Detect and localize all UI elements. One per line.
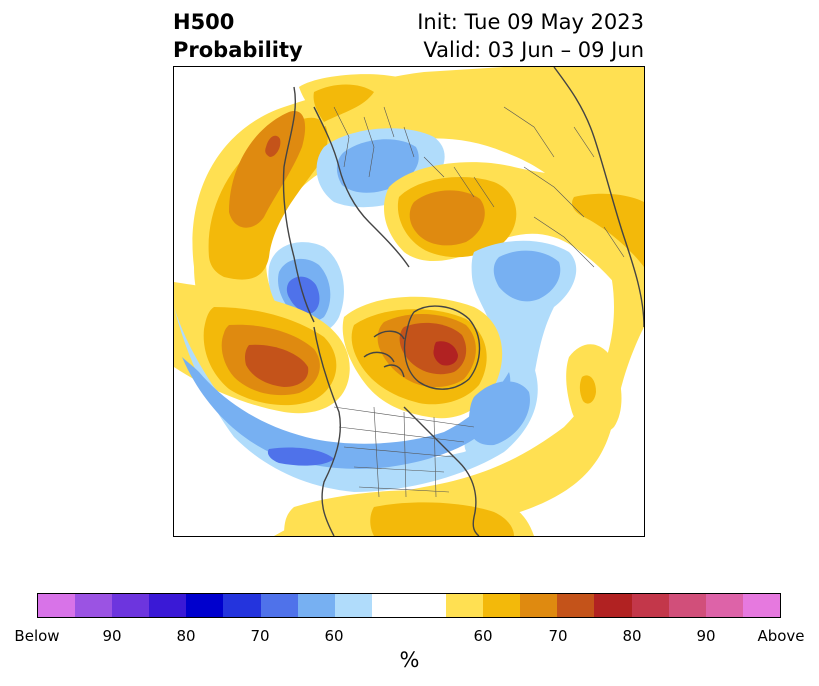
colorbar-tick-label: 60	[473, 627, 493, 645]
coastline-north-america-east	[403, 406, 480, 536]
colorbar-swatch	[557, 594, 595, 617]
colorbar-tick-labels: Below 90 80 70 60 60 70 80 90 Above	[0, 627, 819, 647]
colorbar-swatch	[297, 594, 335, 617]
colorbar-unit-label: %	[399, 648, 420, 672]
above-ring-outer	[192, 67, 644, 536]
colorbar-swatch	[75, 594, 113, 617]
coastlines	[282, 67, 644, 536]
border-lines-north-america	[333, 406, 475, 498]
below-south-band	[174, 307, 538, 492]
coastline-eurasia-west	[282, 86, 315, 323]
above-65-asia	[409, 190, 485, 246]
above-60-east	[579, 375, 596, 404]
below-60-north	[336, 139, 419, 193]
political-borders	[333, 106, 625, 498]
colorbar-swatch	[149, 594, 187, 617]
colorbar-swatch	[38, 594, 76, 617]
colorbar-tick-label: 80	[622, 627, 642, 645]
coastline-scandinavia	[313, 106, 410, 268]
map-canvas	[174, 67, 644, 536]
colorbar-swatch	[520, 594, 558, 617]
coastline-east-asia	[553, 67, 644, 328]
below-60-east	[468, 381, 530, 446]
colorbar-tick-label: Below	[14, 627, 60, 645]
colorbar-swatch	[705, 594, 743, 617]
colorbar	[37, 593, 781, 618]
colorbar-tick-label: 70	[548, 627, 568, 645]
below-60-asia	[493, 250, 561, 302]
above-55-ring	[192, 67, 644, 536]
init-date-label: Init: Tue 09 May 2023	[417, 10, 644, 34]
coastline-north-america-west	[313, 326, 341, 536]
colorbar-swatch	[112, 594, 150, 617]
colorbar-swatch	[223, 594, 261, 617]
colorbar-tick-label: 70	[250, 627, 270, 645]
colorbar-tick-label: Above	[757, 627, 805, 645]
colorbar-swatch	[594, 594, 632, 617]
colorbar-swatch	[446, 594, 484, 617]
above-75-arctic	[433, 341, 458, 366]
below-60-south	[182, 357, 511, 469]
colorbar-tick-label: 80	[176, 627, 196, 645]
chart-title-right: Init: Tue 09 May 2023 Valid: 03 Jun – 09…	[417, 8, 644, 64]
colorbar-swatch	[631, 594, 669, 617]
above-pacific-cluster	[174, 282, 350, 414]
probability-map	[173, 66, 645, 537]
colorbar-swatch	[371, 594, 409, 617]
product-label: Probability	[173, 38, 303, 62]
colorbar-swatch	[186, 594, 224, 617]
border-lines-asia	[503, 106, 625, 268]
colorbar-tick-label: 90	[102, 627, 122, 645]
colorbar-swatch	[334, 594, 372, 617]
colorbar-swatch	[408, 594, 447, 617]
border-lines-europe	[333, 106, 495, 208]
above-asia-cluster	[384, 162, 644, 327]
above-60-bottom	[370, 502, 514, 536]
above-top-band-core	[313, 84, 374, 122]
colorbar-swatch	[483, 594, 521, 617]
above-70-west	[265, 135, 281, 157]
colorbar-swatch	[260, 594, 298, 617]
colorbar-swatch	[742, 594, 780, 617]
variable-label: H500	[173, 10, 235, 34]
coastline-greenland	[403, 305, 481, 390]
coastline-canadian-archipelago	[363, 330, 405, 378]
valid-period-label: Valid: 03 Jun – 09 Jun	[423, 38, 644, 62]
colorbar-tick-label: 90	[696, 627, 716, 645]
above-65-west	[229, 111, 306, 228]
colorbar-tick-label: 60	[324, 627, 344, 645]
above-70-pacific	[245, 344, 309, 387]
below-65-south	[267, 395, 514, 466]
above-arctic-cluster	[342, 296, 503, 419]
colorbar-swatch	[668, 594, 706, 617]
chart-title-left: H500 Probability	[173, 8, 303, 64]
